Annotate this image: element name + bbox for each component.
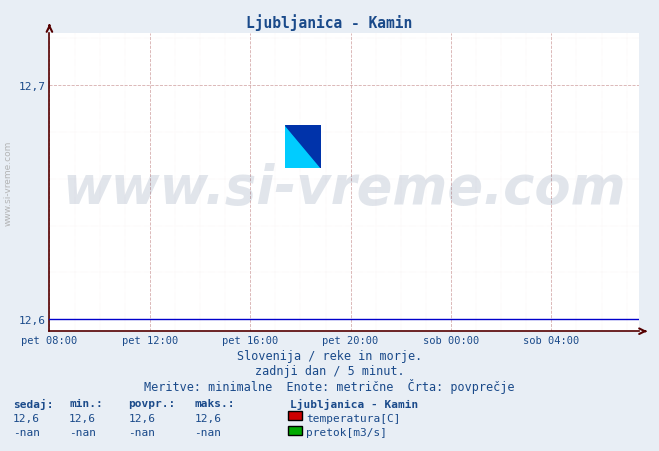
Text: www.si-vreme.com: www.si-vreme.com	[63, 163, 626, 215]
Text: min.:: min.:	[69, 398, 103, 408]
Text: Slovenija / reke in morje.: Slovenija / reke in morje.	[237, 350, 422, 363]
Text: 12,6: 12,6	[69, 413, 96, 423]
Text: 12,6: 12,6	[13, 413, 40, 423]
Text: zadnji dan / 5 minut.: zadnji dan / 5 minut.	[254, 364, 405, 377]
Polygon shape	[285, 125, 321, 168]
Text: -nan: -nan	[129, 428, 156, 437]
Text: pretok[m3/s]: pretok[m3/s]	[306, 428, 387, 437]
Text: temperatura[C]: temperatura[C]	[306, 413, 401, 423]
Text: -nan: -nan	[13, 428, 40, 437]
Text: 12,6: 12,6	[194, 413, 221, 423]
Text: 12,6: 12,6	[129, 413, 156, 423]
Text: Ljubljanica - Kamin: Ljubljanica - Kamin	[246, 14, 413, 31]
Text: sedaj:: sedaj:	[13, 398, 53, 409]
Polygon shape	[285, 125, 321, 168]
Text: -nan: -nan	[69, 428, 96, 437]
Text: -nan: -nan	[194, 428, 221, 437]
Text: maks.:: maks.:	[194, 398, 235, 408]
Text: povpr.:: povpr.:	[129, 398, 176, 408]
Text: Meritve: minimalne  Enote: metrične  Črta: povprečje: Meritve: minimalne Enote: metrične Črta:…	[144, 378, 515, 393]
Text: www.si-vreme.com: www.si-vreme.com	[3, 140, 13, 225]
Text: Ljubljanica - Kamin: Ljubljanica - Kamin	[290, 398, 418, 409]
